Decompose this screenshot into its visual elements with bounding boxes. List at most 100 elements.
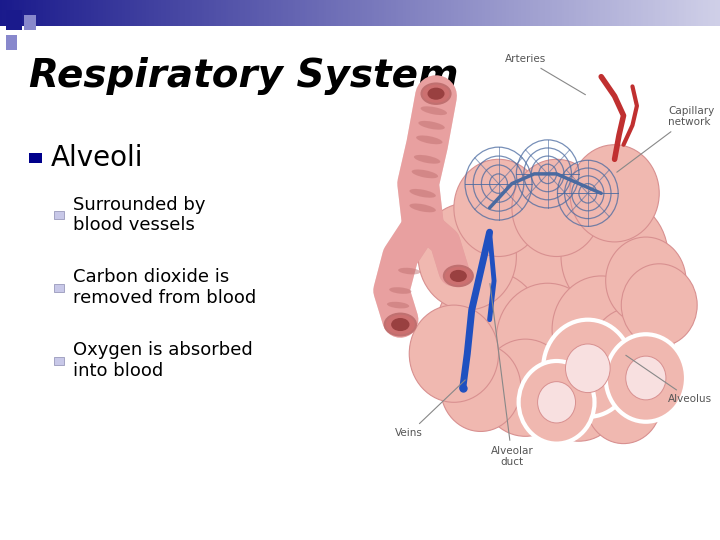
Bar [77,0,81,26]
Bar [533,0,536,26]
Ellipse shape [387,302,409,308]
Bar [230,0,234,26]
Bar [362,0,366,26]
Bar [468,0,472,26]
Bar [175,0,179,26]
Bar [65,0,68,26]
Bar [189,0,194,26]
Bar [322,0,325,26]
Bar [29,0,32,26]
Bar [578,0,582,26]
Bar [120,0,124,26]
Text: Capillary
network: Capillary network [617,106,714,172]
Bar [574,0,577,26]
Bar [701,0,705,26]
Bar [286,0,289,26]
Bar [639,0,642,26]
Bar [446,0,450,26]
Bar [329,0,333,26]
Bar [682,0,685,26]
Bar [497,0,500,26]
Bar [223,0,227,26]
Bar [218,0,222,26]
Bar [607,0,611,26]
Bar [72,0,76,26]
Bar [271,0,275,26]
Bar [698,0,702,26]
Bar [492,0,496,26]
Bar [506,0,510,26]
Bar [475,0,479,26]
Bar [117,0,122,26]
Bar [245,0,248,26]
Bar [583,0,587,26]
Bar [513,0,518,26]
Bar [358,0,361,26]
Bar [161,0,165,26]
Bar [67,0,71,26]
Bar [463,0,467,26]
Bar [451,0,455,26]
Bar [588,0,592,26]
Bar [384,0,388,26]
Circle shape [454,159,543,256]
Bar [132,0,136,26]
Bar [477,0,482,26]
Bar [333,0,338,26]
Bar [135,0,138,26]
Bar [221,0,225,26]
Bar [266,0,270,26]
Circle shape [481,339,570,436]
Bar [6,35,17,50]
Bar [288,0,292,26]
Text: Surrounded by
blood vessels: Surrounded by blood vessels [73,195,205,234]
Bar [180,0,184,26]
Bar [264,0,268,26]
Bar [430,0,433,26]
Bar [178,0,181,26]
Bar [531,0,534,26]
Bar [456,0,460,26]
Circle shape [606,334,686,422]
Bar [22,0,25,26]
Ellipse shape [392,319,409,330]
Bar [31,0,35,26]
Bar [341,0,345,26]
Bar [394,0,397,26]
Bar [211,0,215,26]
Bar [459,0,462,26]
Bar [63,0,66,26]
Bar [439,0,443,26]
Bar [29,153,42,163]
Bar [600,0,604,26]
Ellipse shape [421,84,451,104]
Bar [576,0,580,26]
Circle shape [518,361,595,444]
Bar [391,0,395,26]
Bar [441,0,446,26]
Ellipse shape [428,89,444,99]
Bar [84,0,88,26]
Bar [444,0,448,26]
Bar [706,0,709,26]
Bar [243,0,246,26]
Bar [24,15,36,30]
Bar [312,0,316,26]
Bar [53,0,57,26]
Bar [353,0,356,26]
Bar [569,0,572,26]
Bar [610,0,613,26]
Bar [470,0,474,26]
Bar [79,0,83,26]
Ellipse shape [410,204,436,212]
Bar [293,0,297,26]
Circle shape [512,159,601,256]
Bar [14,0,18,26]
Ellipse shape [390,287,411,294]
Bar [54,357,64,364]
Bar [281,0,284,26]
Bar [36,0,40,26]
Bar [499,0,503,26]
Bar [142,0,145,26]
Bar [643,0,647,26]
